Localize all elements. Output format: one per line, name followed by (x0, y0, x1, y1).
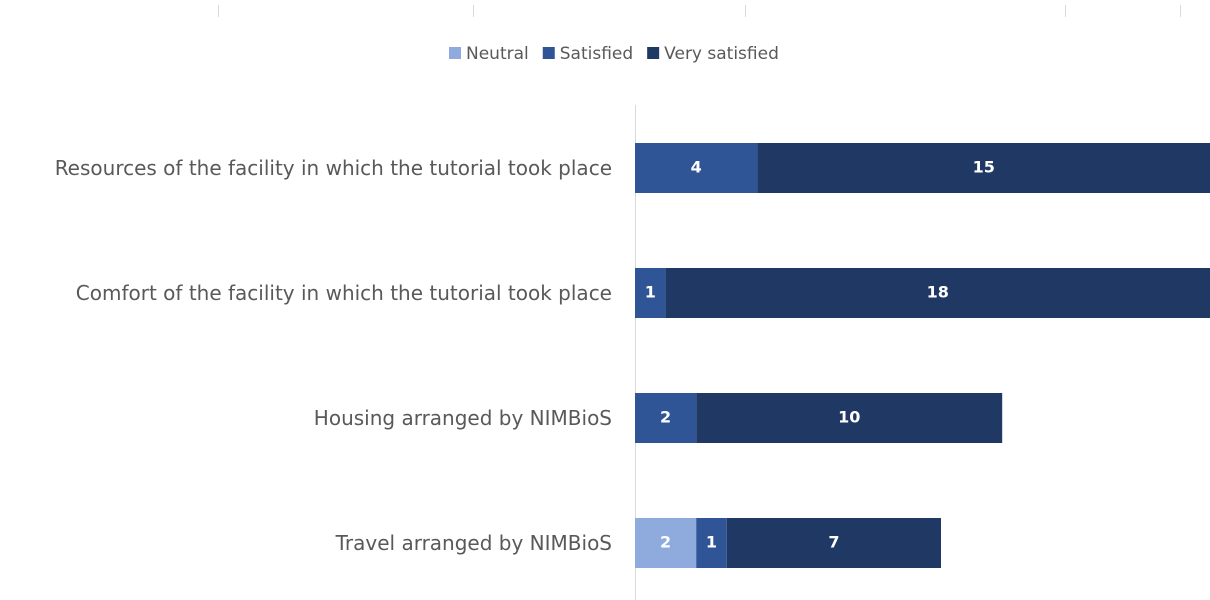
legend-label: Neutral (466, 44, 529, 64)
category-text: Travel arranged by NIMBioS (335, 531, 612, 555)
category-label: Comfort of the facility in which the tut… (0, 275, 612, 311)
category-label: Housing arranged by NIMBioS (0, 400, 612, 436)
data-label: 1 (706, 533, 717, 552)
data-label: 7 (828, 533, 839, 552)
bar-segment (665, 268, 1210, 318)
legend-swatch (542, 47, 555, 59)
bar-segment (635, 143, 758, 193)
bar-segment (696, 518, 727, 568)
data-label: 4 (691, 158, 702, 177)
bar-segment (757, 143, 1210, 193)
bar-segment (635, 268, 666, 318)
data-label: 10 (838, 408, 860, 427)
legend-swatch (647, 47, 660, 59)
category-text: Housing arranged by NIMBioS (313, 406, 612, 430)
bar-segment (726, 518, 941, 568)
legend-swatch (449, 47, 461, 59)
cropped-ticks (218, 5, 1181, 17)
data-label: 1 (645, 283, 656, 302)
data-label: 18 (927, 283, 949, 302)
bar-segment (635, 393, 697, 443)
category-label: Travel arranged by NIMBioS (0, 525, 612, 561)
bar-segment (635, 518, 697, 568)
category-label: Resources of the facility in which the t… (0, 150, 612, 186)
category-text: Resources of the facility in which the t… (54, 156, 612, 180)
data-label: 2 (660, 408, 671, 427)
data-label: 15 (973, 158, 995, 177)
category-text: Comfort of the facility in which the tut… (75, 281, 612, 305)
bar-segment (696, 393, 1003, 443)
legend-label: Satisfied (560, 44, 633, 64)
data-label: 2 (660, 533, 671, 552)
legend-label: Very satisfied (664, 44, 779, 64)
